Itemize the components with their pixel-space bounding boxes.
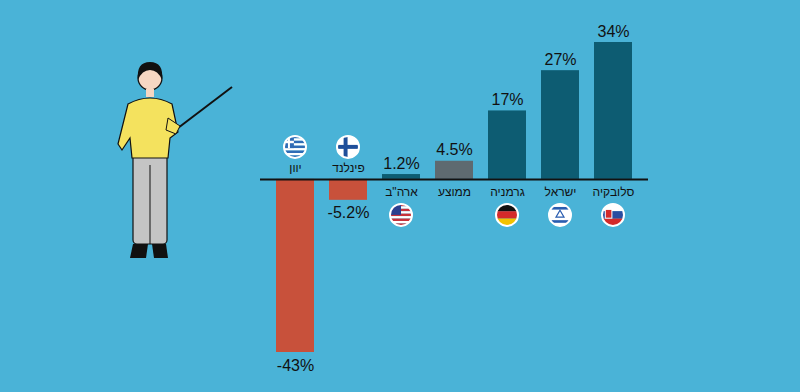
svg-text:-5.2%: -5.2% [328, 204, 370, 221]
svg-text:גרמניה: גרמניה [490, 185, 525, 199]
svg-text:-43%: -43% [277, 357, 314, 374]
svg-text:1.2%: 1.2% [383, 155, 419, 172]
svg-text:4.5%: 4.5% [436, 141, 472, 158]
svg-text:ארה"ב: ארה"ב [385, 185, 418, 199]
svg-text:ישראל: ישראל [545, 185, 577, 199]
svg-text:סלובקיה: סלובקיה [593, 185, 635, 199]
svg-text:ממוצע: ממוצע [438, 185, 471, 199]
svg-text:17%: 17% [491, 91, 523, 108]
svg-text:27%: 27% [544, 51, 576, 68]
svg-text:פינלנד: פינלנד [332, 161, 365, 175]
svg-text:יוון: יוון [289, 161, 301, 175]
svg-text:34%: 34% [597, 23, 629, 40]
